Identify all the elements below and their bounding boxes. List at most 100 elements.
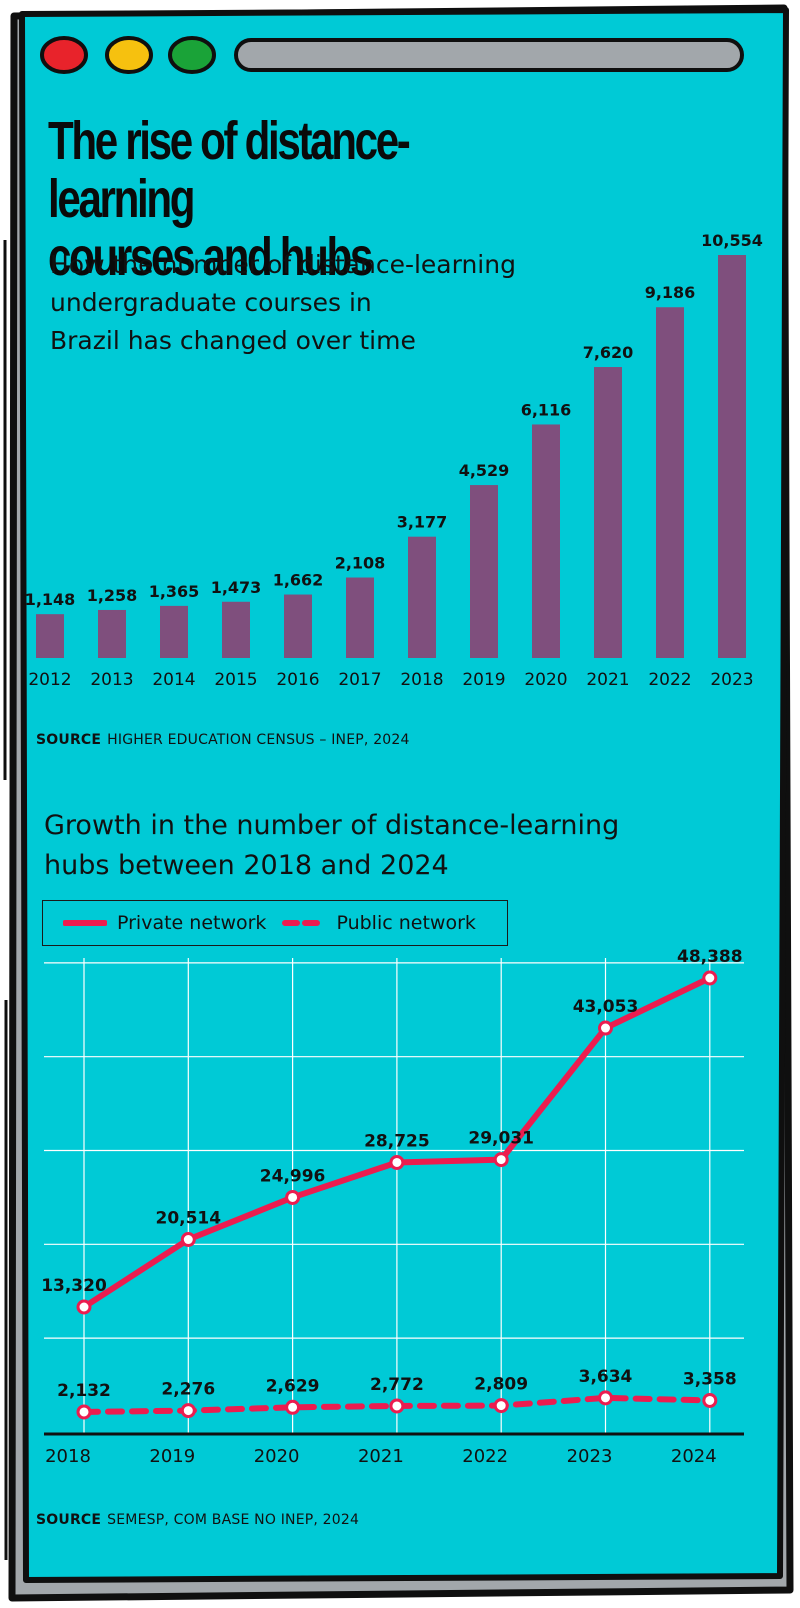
bar-2014 [160, 605, 188, 658]
bar-value-label: 4,529 [459, 461, 510, 480]
private-value-label: 24,996 [260, 1166, 326, 1186]
source-note-1: SOURCE HIGHER EDUCATION CENSUS – INEP, 20… [36, 732, 410, 748]
x-tick-label: 2020 [254, 1446, 300, 1467]
legend-item-private: Private network [63, 912, 266, 934]
bar-value-label: 1,365 [149, 582, 200, 601]
private-point [598, 1020, 613, 1036]
solid-line-icon [63, 920, 107, 926]
public-point [76, 1404, 92, 1420]
public-value-label: 2,629 [266, 1376, 320, 1396]
subtitle-line-1: How the number of distance-learning [50, 250, 516, 279]
close-button[interactable] [40, 36, 88, 74]
private-point [285, 1189, 301, 1205]
private-point [493, 1152, 509, 1168]
x-tick-label: 2019 [149, 1446, 195, 1467]
address-bar[interactable] [234, 38, 744, 72]
x-tick-label: 2016 [276, 670, 319, 690]
bar-2023 [718, 255, 746, 658]
bar-value-label: 1,258 [87, 586, 138, 605]
source-label-2: SOURCE [36, 1512, 102, 1528]
x-tick-label: 2021 [358, 1446, 404, 1467]
x-tick-label: 2022 [462, 1446, 508, 1467]
x-tick-label: 2023 [567, 1446, 613, 1467]
private-point [76, 1299, 92, 1315]
private-value-label: 28,725 [364, 1131, 430, 1151]
x-tick-label: 2022 [648, 670, 691, 690]
x-tick-label: 2019 [462, 670, 505, 690]
private-point [180, 1232, 196, 1248]
bar-2012 [36, 614, 64, 658]
bar-value-label: 7,620 [583, 343, 634, 362]
private-value-label: 13,320 [41, 1276, 107, 1296]
grid [44, 958, 744, 1434]
public-point [493, 1398, 509, 1414]
bar-value-label: 1,662 [273, 571, 324, 590]
x-tick-label: 2024 [671, 1446, 717, 1467]
bar-2013 [98, 609, 126, 658]
heading2-line-2: hubs between 2018 and 2024 [44, 850, 449, 881]
bar-2017 [346, 577, 374, 658]
bar-2019 [470, 485, 498, 658]
maximize-button[interactable] [168, 36, 216, 74]
bar-2022 [656, 307, 684, 658]
chart1-subtitle: How the number of distance-learning unde… [50, 246, 590, 360]
page-title-line-1: The rise of distance-learning [48, 111, 411, 229]
x-tick-label: 2013 [90, 670, 133, 690]
public-point [285, 1399, 301, 1415]
x-tick-label: 2023 [710, 670, 753, 690]
x-tick-label: 2012 [28, 670, 71, 690]
source-label-1: SOURCE [36, 732, 102, 748]
bar-value-label: 2,108 [335, 554, 386, 573]
x-tick-label: 2018 [400, 670, 443, 690]
public-value-label: 2,772 [370, 1375, 424, 1395]
public-point [389, 1398, 405, 1414]
legend-item-public: Public network [282, 912, 476, 934]
x-tick-label: 2017 [338, 670, 381, 690]
source-note-2: SOURCE SEMESP, COM BASE NO INEP, 2024 [36, 1512, 359, 1528]
bar-value-label: 1,148 [25, 590, 76, 609]
private-value-label: 48,388 [677, 947, 743, 967]
subtitle-line-2: undergraduate courses in [50, 288, 372, 317]
hubs-line-chart: 13,320 20,514 24,996 28,725 29,031 43,053 48,3… [41, 947, 744, 1467]
public-value-label: 2,276 [161, 1380, 215, 1400]
minimize-button[interactable] [105, 36, 153, 74]
source-text-1: HIGHER EDUCATION CENSUS – INEP, 2024 [107, 732, 410, 748]
public-point [702, 1392, 718, 1408]
x-tick-label: 2018 [45, 1446, 91, 1467]
legend-label-private: Private network [117, 912, 267, 934]
page-title-line-2: courses and hubs [48, 227, 373, 287]
public-point [180, 1403, 196, 1419]
source-text-2: SEMESP, COM BASE NO INEP, 2024 [107, 1512, 360, 1528]
x-tick-label: 2014 [152, 670, 195, 690]
x-tick-label: 2015 [214, 670, 257, 690]
bar-2021 [594, 367, 622, 658]
private-value-label: 20,514 [155, 1209, 221, 1229]
heading2-line-1: Growth in the number of distance-learnin… [44, 810, 620, 841]
legend-label-public: Public network [336, 912, 476, 934]
bar-value-label: 1,473 [211, 578, 262, 597]
window-controls [40, 36, 744, 74]
x-tick-label: 2021 [586, 670, 629, 690]
private-value-label: 43,053 [573, 997, 639, 1017]
bar-2015 [222, 601, 250, 658]
page-title: The rise of distance-learning courses an… [48, 112, 547, 286]
public-value-label: 2,132 [57, 1381, 111, 1401]
public-value-label: 3,358 [683, 1369, 737, 1389]
private-point [702, 970, 718, 986]
bar-value-label: 3,177 [397, 513, 448, 532]
private-value-label: 29,031 [468, 1129, 534, 1149]
bar-2018 [408, 536, 436, 658]
chart2-heading: Growth in the number of distance-learnin… [44, 806, 764, 886]
public-value-label: 3,634 [579, 1367, 633, 1387]
courses-bar-chart: 1,148 2012 1,258 2013 1,365 2014 1,473 2015 1,66… [25, 231, 763, 690]
subtitle-line-3: Brazil has changed over time [50, 326, 416, 355]
x-tick-label: 2020 [524, 670, 567, 690]
public-point [598, 1390, 613, 1406]
bar-2020 [532, 424, 560, 658]
public-value-label: 2,809 [474, 1375, 528, 1395]
dashed-line-icon [282, 920, 327, 926]
bar-2016 [284, 594, 312, 658]
bar-value-label: 6,116 [521, 400, 572, 419]
private-point [389, 1154, 405, 1170]
chart2-legend: Private network Public network [42, 900, 508, 946]
